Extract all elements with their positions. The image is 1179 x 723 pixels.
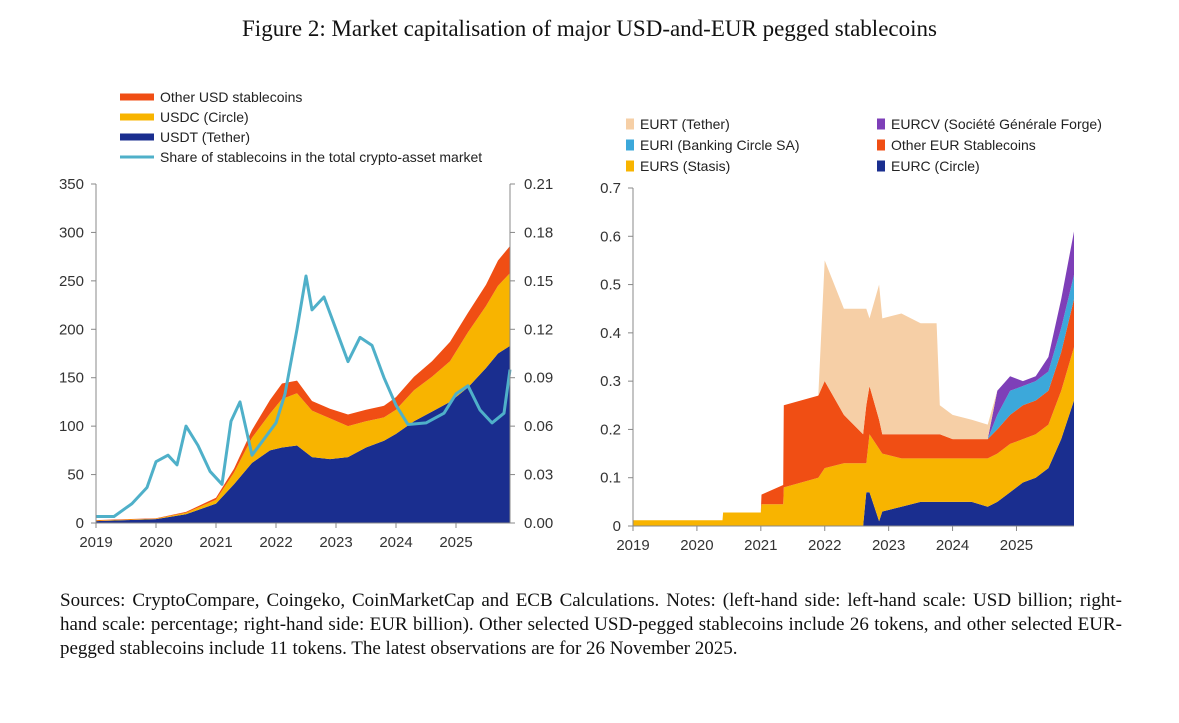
x-tick-label: 2019 bbox=[79, 534, 112, 551]
y-tick-label: 0.4 bbox=[600, 325, 621, 342]
legend-swatch-eurc-circle bbox=[877, 160, 885, 172]
legend-label-usdc-circle: USDC (Circle) bbox=[160, 109, 249, 125]
legend-swatch-other-eur-stablecoins bbox=[877, 139, 885, 151]
y-tick-label: 50 bbox=[67, 467, 84, 484]
y2-tick-label: 0.09 bbox=[524, 370, 553, 387]
x-tick-label: 2023 bbox=[319, 534, 352, 551]
area-usdc-circle bbox=[96, 273, 510, 522]
y-tick-label: 0.6 bbox=[600, 228, 621, 245]
x-tick-label: 2022 bbox=[808, 537, 841, 554]
x-tick-label: 2024 bbox=[379, 534, 412, 551]
figure-notes: Sources: CryptoCompare, Coingeko, CoinMa… bbox=[60, 590, 1122, 659]
y-tick-label: 0 bbox=[613, 518, 621, 535]
x-tick-label: 2025 bbox=[1000, 537, 1033, 554]
figure-title: Figure 2: Market capitalisation of major… bbox=[242, 16, 937, 41]
legend-label-eurt-tether: EURT (Tether) bbox=[640, 116, 730, 132]
y2-tick-label: 0.12 bbox=[524, 321, 553, 338]
x-tick-label: 2019 bbox=[616, 537, 649, 554]
y-tick-label: 0.3 bbox=[600, 373, 621, 390]
legend-swatch-eurcv-soci-t-g-n-rale-forge bbox=[877, 118, 885, 130]
legend-swatch-euri-banking-circle-sa bbox=[626, 139, 634, 151]
legend-label-euri-banking-circle-sa: EURI (Banking Circle SA) bbox=[640, 137, 800, 153]
x-tick-label: 2024 bbox=[936, 537, 969, 554]
legend-label-usdt-tether: USDT (Tether) bbox=[160, 129, 250, 145]
y2-tick-label: 0.00 bbox=[524, 515, 553, 532]
legend-label-eurs-stasis: EURS (Stasis) bbox=[640, 158, 730, 174]
legend-swatch-usdc-circle bbox=[120, 113, 154, 121]
x-tick-label: 2022 bbox=[259, 534, 292, 551]
x-tick-label: 2020 bbox=[680, 537, 713, 554]
legend-label-share-of-stablecoins-in-the-total-crypto-asset-market: Share of stablecoins in the total crypto… bbox=[160, 149, 482, 165]
legend-label-other-eur-stablecoins: Other EUR Stablecoins bbox=[891, 137, 1036, 153]
y-tick-label: 250 bbox=[59, 273, 84, 290]
legend-label-eurc-circle: EURC (Circle) bbox=[891, 158, 980, 174]
line-share-of-stablecoins bbox=[96, 274, 512, 518]
y-tick-label: 350 bbox=[59, 176, 84, 193]
x-tick-label: 2023 bbox=[872, 537, 905, 554]
x-tick-label: 2021 bbox=[199, 534, 232, 551]
y2-tick-label: 0.15 bbox=[524, 273, 553, 290]
y-tick-label: 0.2 bbox=[600, 421, 621, 438]
y2-tick-label: 0.21 bbox=[524, 176, 553, 193]
legend-swatch-usdt-tether bbox=[120, 133, 154, 141]
x-tick-label: 2020 bbox=[139, 534, 172, 551]
y-tick-label: 100 bbox=[59, 418, 84, 435]
legend-swatch-other-usd-stablecoins bbox=[120, 93, 154, 101]
y-tick-label: 300 bbox=[59, 224, 84, 241]
y-tick-label: 200 bbox=[59, 321, 84, 338]
legend-swatch-eurt-tether bbox=[626, 118, 634, 130]
eur-stablecoin-chart: 0 0.1 0.2 0.3 0.4 0.5 0.6 0.7 2019 2020 2021 2022 20… bbox=[600, 116, 1102, 554]
y-tick-label: 0 bbox=[76, 515, 84, 532]
y2-tick-label: 0.03 bbox=[524, 467, 553, 484]
y2-tick-label: 0.18 bbox=[524, 224, 553, 241]
x-tick-label: 2021 bbox=[744, 537, 777, 554]
area-eurc-circle bbox=[633, 400, 1074, 526]
area-eurs-stasis bbox=[633, 347, 1074, 526]
y-tick-label: 0.1 bbox=[600, 470, 621, 487]
y-tick-label: 0.5 bbox=[600, 277, 621, 294]
legend-swatch-eurs-stasis bbox=[626, 160, 634, 172]
legend-label-eurcv-soci-t-g-n-rale-forge: EURCV (Société Générale Forge) bbox=[891, 116, 1102, 132]
y2-tick-label: 0.06 bbox=[524, 418, 553, 435]
usd-stablecoin-chart: 0 50 100 150 200 250 300 350 0.00 0.03 0.06 0.09 0.1… bbox=[59, 89, 553, 551]
area-usdt-tether bbox=[96, 345, 510, 523]
y-tick-label: 0.7 bbox=[600, 180, 621, 197]
area-eurt-tether bbox=[633, 231, 1074, 521]
y-tick-label: 150 bbox=[59, 370, 84, 387]
x-tick-label: 2025 bbox=[439, 534, 472, 551]
legend-label-other-usd-stablecoins: Other USD stablecoins bbox=[160, 89, 302, 105]
